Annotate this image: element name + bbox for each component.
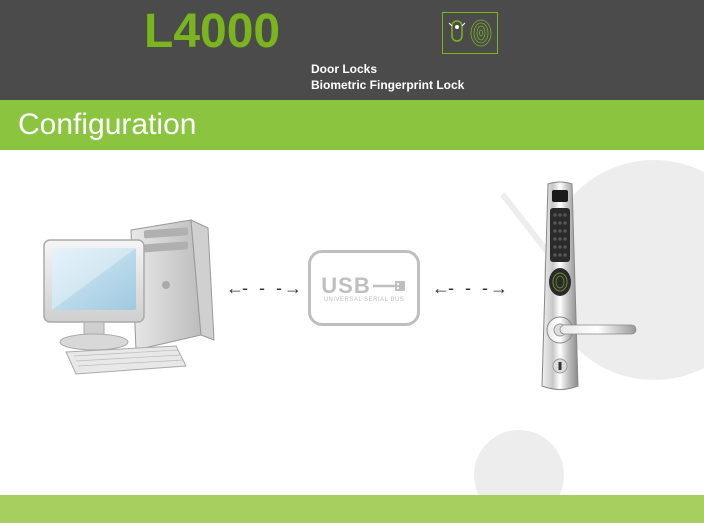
arrow-left-1: ← xyxy=(226,278,243,299)
subtitle-line1: Door Locks xyxy=(311,62,377,76)
usb-plug-icon xyxy=(373,279,407,293)
product-title: L4000 xyxy=(144,4,280,59)
diagram-area: ← - - - → USB UNIVERSAL SERIAL BUS ← - -… xyxy=(0,150,704,495)
bg-circle-small xyxy=(474,430,564,495)
usb-box: USB UNIVERSAL SERIAL BUS xyxy=(308,250,420,326)
fingerprint-glyph-icon xyxy=(469,18,493,48)
arrow-dashes-2: - - - xyxy=(448,278,491,299)
configuration-bar: Configuration xyxy=(0,100,704,150)
configuration-label: Configuration xyxy=(18,108,196,142)
usb-label: USB xyxy=(321,273,370,299)
usb-sublabel: UNIVERSAL SERIAL BUS xyxy=(324,297,405,303)
arrow-right-1: → xyxy=(284,278,301,299)
fingerprint-icon xyxy=(442,12,498,54)
arrow-right-2: → xyxy=(490,278,507,299)
touch-icon xyxy=(447,19,467,47)
footer-bar xyxy=(0,495,704,523)
computer-icon xyxy=(36,210,216,380)
arrow-dashes-1: - - - xyxy=(242,278,285,299)
header: L4000 Door Locks Biometric Fingerprint L… xyxy=(0,0,704,100)
arrow-left-2: ← xyxy=(432,278,449,299)
subtitle-line2: Biometric Fingerprint Lock xyxy=(311,78,464,92)
door-lock-icon xyxy=(530,180,640,430)
